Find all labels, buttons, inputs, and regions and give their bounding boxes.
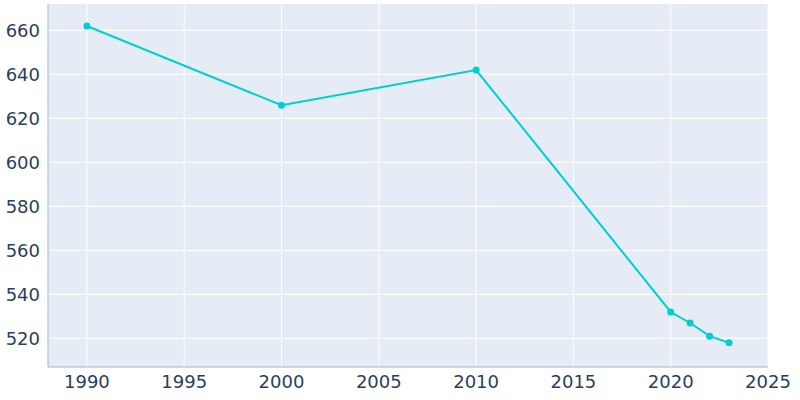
svg-text:2005: 2005: [356, 371, 402, 392]
svg-text:660: 660: [8, 20, 40, 41]
svg-text:2020: 2020: [648, 371, 694, 392]
svg-text:1990: 1990: [64, 371, 110, 392]
svg-text:520: 520: [8, 328, 40, 349]
svg-text:2010: 2010: [453, 371, 499, 392]
svg-text:600: 600: [8, 152, 40, 173]
svg-text:540: 540: [8, 284, 40, 305]
svg-text:2000: 2000: [259, 371, 305, 392]
svg-text:2015: 2015: [550, 371, 596, 392]
svg-text:560: 560: [8, 240, 40, 261]
svg-text:620: 620: [8, 108, 40, 129]
svg-text:640: 640: [8, 64, 40, 85]
svg-text:580: 580: [8, 196, 40, 217]
svg-text:1995: 1995: [161, 371, 207, 392]
svg-text:2025: 2025: [745, 371, 791, 392]
